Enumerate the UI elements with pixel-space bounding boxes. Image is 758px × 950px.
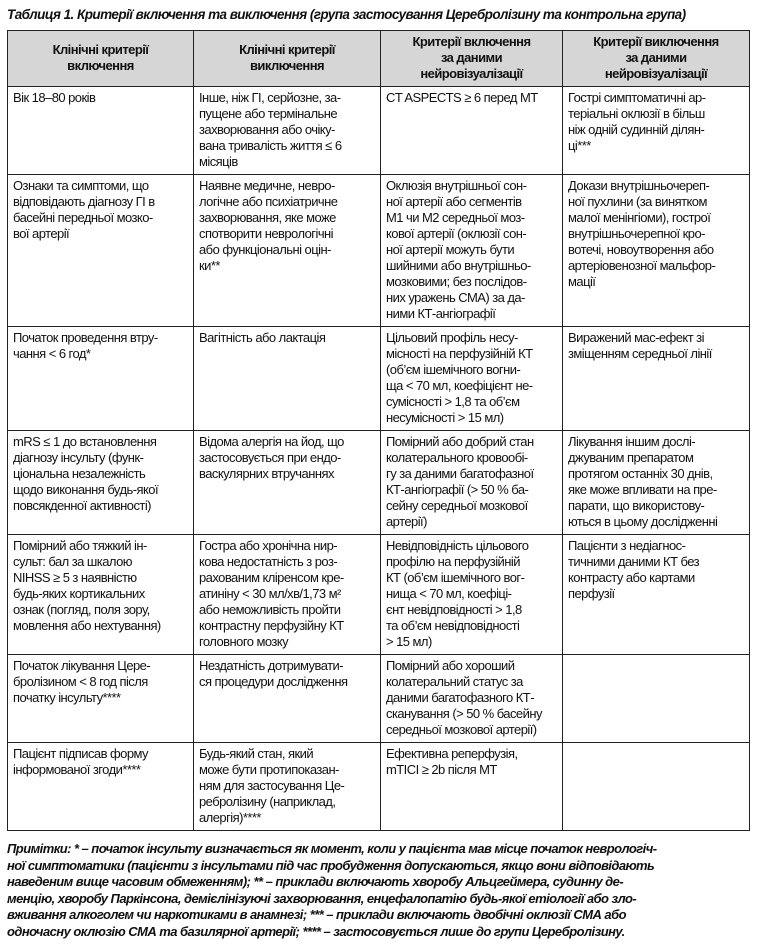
cell-clinical-inclusion: Помірний або тяжкий ін- сульт: бал за шк… [7, 534, 194, 655]
cell-imaging-inclusion: Помірний або хороший колатеральний стату… [380, 654, 563, 743]
cell-clinical-inclusion: mRS ≤ 1 до встановлення діагнозу інсульт… [7, 430, 194, 535]
cell-clinical-inclusion: Ознаки та симптоми, що відповідають діаг… [7, 174, 194, 327]
cell-imaging-exclusion [562, 742, 750, 831]
header-clinical-inclusion: Клінічні критерії включення [7, 30, 194, 87]
table-row: Ознаки та симптоми, що відповідають діаг… [7, 174, 750, 327]
cell-clinical-exclusion: Інше, ніж ГІ, серйозне, за- пущене або т… [193, 86, 381, 175]
cell-clinical-exclusion: Будь-який стан, який може бути протипока… [193, 742, 381, 831]
cell-imaging-exclusion: Лікування іншим дослі- джуваним препарат… [562, 430, 750, 535]
cell-imaging-exclusion: Гострі симптоматичні ар- теріальні оклюз… [562, 86, 750, 175]
table-title: Таблиця 1. Критерії включення та виключе… [7, 7, 686, 22]
cell-imaging-inclusion: Помірний або добрий стан колатерального … [380, 430, 563, 535]
cell-clinical-exclusion: Гостра або хронічна нир- кова недостатні… [193, 534, 381, 655]
cell-clinical-inclusion: Початок лікування Цере- бролізином < 8 г… [7, 654, 194, 743]
cell-imaging-exclusion [562, 654, 750, 743]
cell-imaging-exclusion: Пацієнти з недіагнос- тичними даними КТ … [562, 534, 750, 655]
table-row: Помірний або тяжкий ін- сульт: бал за шк… [7, 534, 750, 655]
header-imaging-inclusion: Критерії включення за даними нейровізуал… [380, 30, 563, 87]
cell-imaging-inclusion: Невідповідність цільового профілю на пер… [380, 534, 563, 655]
cell-imaging-exclusion: Докази внутрішньочереп- ної пухлини (за … [562, 174, 750, 327]
cell-clinical-inclusion: Вік 18–80 років [7, 86, 194, 175]
header-clinical-exclusion: Клінічні критерії виключення [193, 30, 381, 87]
cell-clinical-exclusion: Вагітність або лактація [193, 326, 381, 431]
cell-imaging-inclusion: CT ASPECTS ≥ 6 перед МТ [380, 86, 563, 175]
cell-imaging-inclusion: Оклюзія внутрішньої сон- ної артерії або… [380, 174, 563, 327]
table-row: Початок лікування Цере- бролізином < 8 г… [7, 654, 750, 743]
cell-clinical-exclusion: Нездатність дотримувати- ся процедури до… [193, 654, 381, 743]
header-imaging-exclusion: Критерії виключення за даними нейровізуа… [562, 30, 750, 87]
cell-clinical-inclusion: Початок проведення втру- чання < 6 год* [7, 326, 194, 431]
header-row: Клінічні критерії включення Клінічні кри… [7, 30, 750, 87]
cell-clinical-inclusion: Пацієнт підписав форму інформованої згод… [7, 742, 194, 831]
table-row: Пацієнт підписав форму інформованої згод… [7, 742, 750, 831]
criteria-table: Клінічні критерії включення Клінічні кри… [7, 30, 750, 831]
cell-clinical-exclusion: Відома алергія на йод, що застосовується… [193, 430, 381, 535]
cell-imaging-exclusion: Виражений мас-ефект зі зміщенням середнь… [562, 326, 750, 431]
cell-imaging-inclusion: Ефективна реперфузія, mTICI ≥ 2b після М… [380, 742, 563, 831]
cell-clinical-exclusion: Наявне медичне, невро- логічне або психі… [193, 174, 381, 327]
table-row: Вік 18–80 років Інше, ніж ГІ, серйозне, з… [7, 86, 750, 175]
table-row: Початок проведення втру- чання < 6 год* В… [7, 326, 750, 431]
table-body: Вік 18–80 років Інше, ніж ГІ, серйозне, з… [7, 86, 750, 831]
table-notes: Примітки: * – початок інсульту визначаєт… [7, 841, 657, 939]
cell-imaging-inclusion: Цільовий профіль несу- місності на перфу… [380, 326, 563, 431]
table-row: mRS ≤ 1 до встановлення діагнозу інсульт… [7, 430, 750, 535]
